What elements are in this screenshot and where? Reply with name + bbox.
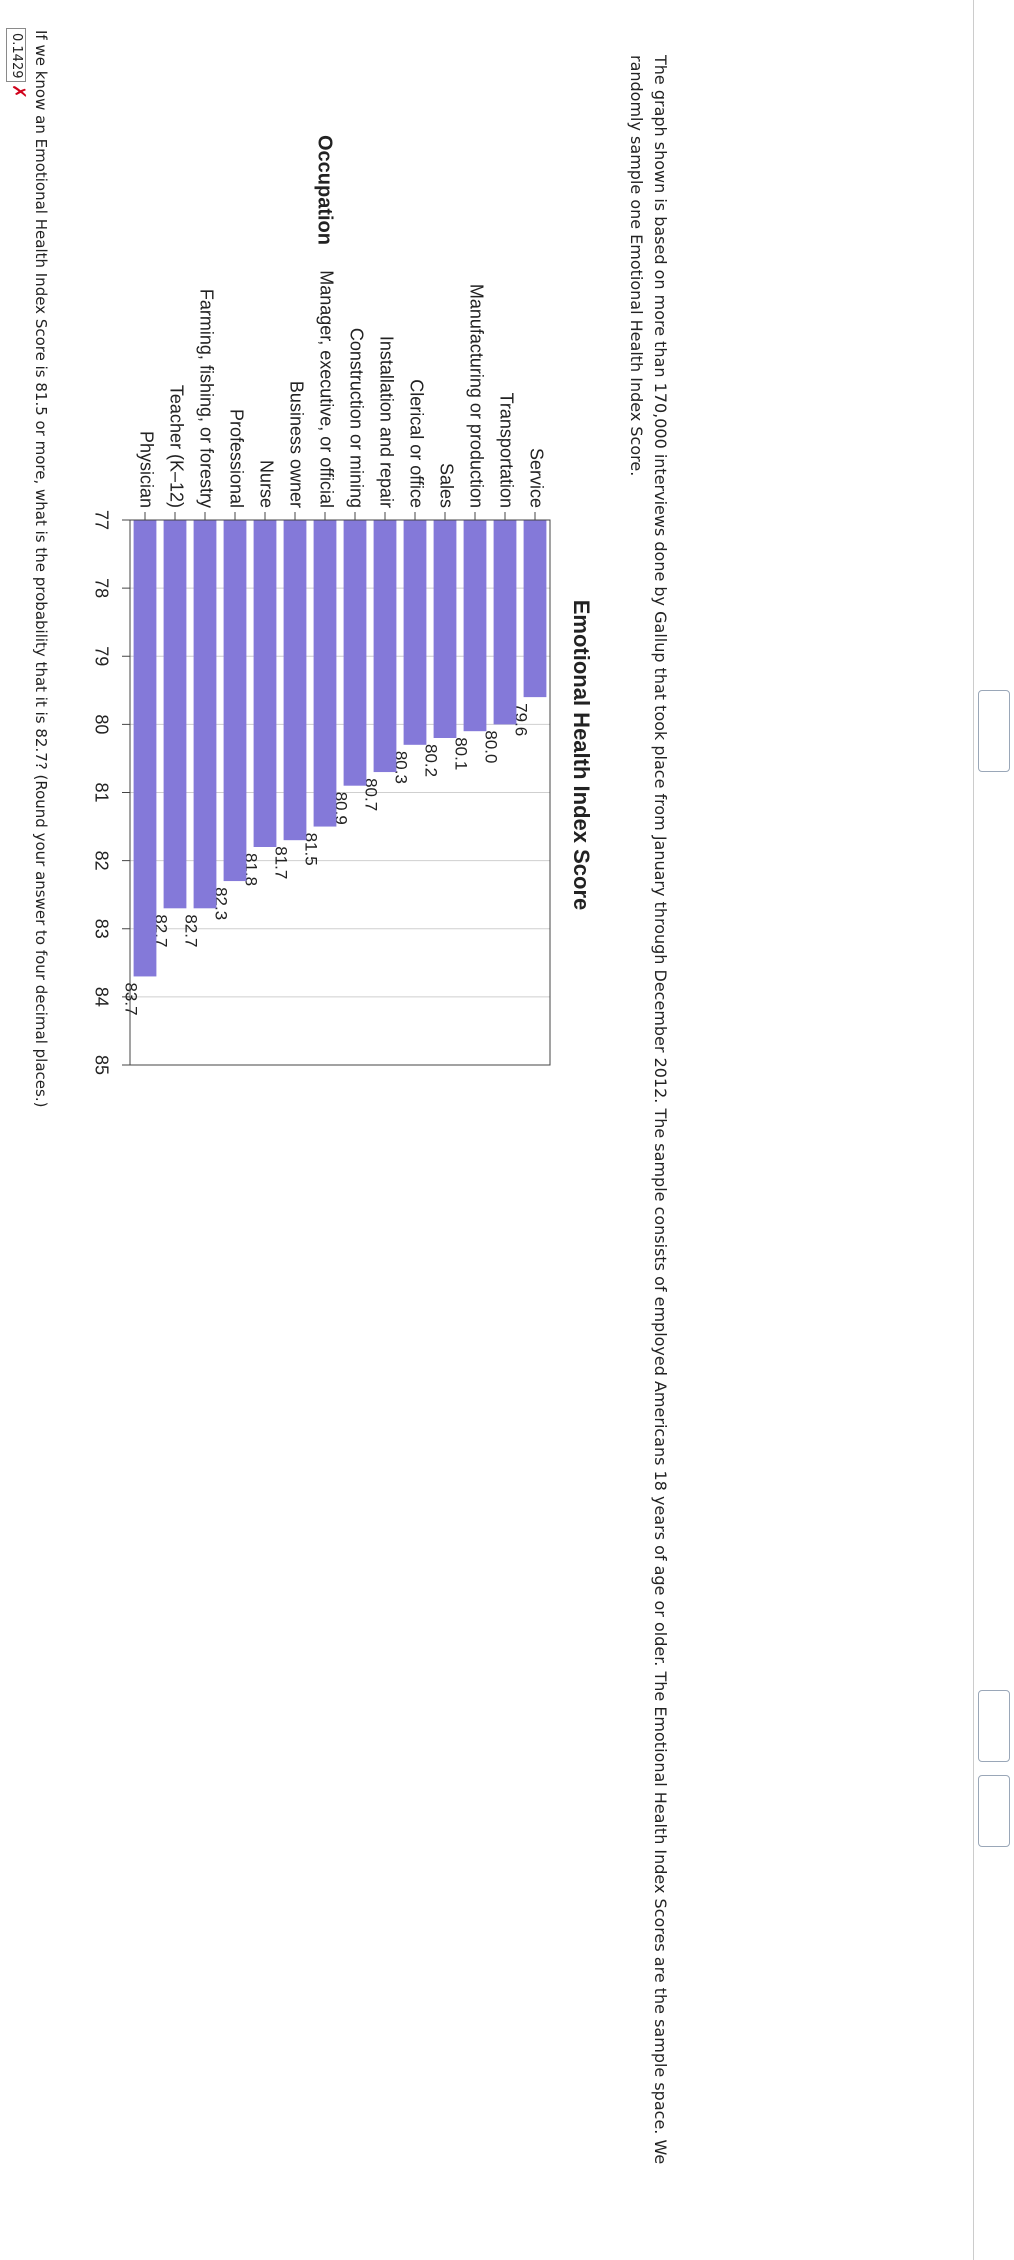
- y-tick-label: Sales: [436, 463, 456, 508]
- value-label: 80.0: [482, 730, 501, 763]
- bar: [193, 520, 217, 909]
- bar: [283, 520, 307, 841]
- y-tick-label: Construction or mining: [346, 328, 366, 508]
- x-tick-label: 78: [91, 578, 111, 598]
- bar: [133, 520, 157, 977]
- bar: [373, 520, 397, 773]
- x-tick-label: 80: [91, 714, 111, 734]
- toolbar-button[interactable]: [978, 1690, 1010, 1762]
- y-tick-label: Teacher (K–12): [166, 385, 186, 508]
- answer-box[interactable]: 0.1429: [6, 28, 26, 82]
- x-tick-label: 77: [91, 510, 111, 530]
- y-tick-label: Professional: [226, 409, 246, 508]
- bar: [253, 520, 277, 847]
- wrong-mark: ✗: [8, 84, 29, 100]
- axis-title: Occupation: [314, 135, 336, 245]
- y-tick-label: Nurse: [256, 460, 276, 508]
- bar: [463, 520, 487, 732]
- bar: [493, 520, 517, 725]
- x-tick-label: 79: [91, 646, 111, 666]
- x-tick-label: 83: [91, 919, 111, 939]
- value-label: 80.1: [452, 737, 471, 770]
- x-tick-label: 82: [91, 851, 111, 871]
- bar: [433, 520, 457, 738]
- value-label: 81.5: [302, 833, 321, 866]
- value-label: 81.7: [272, 846, 291, 879]
- y-tick-label: Manufacturing or production: [466, 284, 486, 508]
- prompt-text: If we know an Emotional Health Index Sco…: [32, 30, 50, 1108]
- y-tick-label: Farming, fishing, or forestry: [196, 289, 216, 508]
- y-tick-label: Clerical or office: [406, 379, 426, 508]
- bar: [163, 520, 187, 909]
- y-tick-label: Installation and repair: [376, 336, 396, 508]
- y-tick-label: Manager, executive, or official: [316, 270, 336, 508]
- plot-border: [129, 519, 551, 1066]
- y-tick-label: Service: [526, 448, 546, 508]
- value-label: 80.2: [422, 744, 441, 777]
- toolbar-button[interactable]: [978, 1775, 1010, 1847]
- chart: Emotional Health Index Score Occupation …: [91, 135, 594, 1075]
- y-tick-label: Physician: [136, 431, 156, 508]
- value-label: 80.7: [362, 778, 381, 811]
- y-tick-label: Business owner: [286, 381, 306, 508]
- value-label: 82.7: [182, 914, 201, 947]
- bar: [223, 520, 247, 882]
- x-tick-label: 85: [91, 1055, 111, 1075]
- bar: [343, 520, 367, 786]
- value-label: 83.7: [122, 982, 141, 1015]
- bar: [403, 520, 427, 745]
- x-tick-label: 84: [91, 987, 111, 1007]
- chart-title: Emotional Health Index Score: [569, 600, 594, 911]
- bar: [523, 520, 547, 698]
- bar: [313, 520, 337, 827]
- y-tick-label: Transportation: [496, 393, 516, 508]
- x-tick-label: 81: [91, 782, 111, 802]
